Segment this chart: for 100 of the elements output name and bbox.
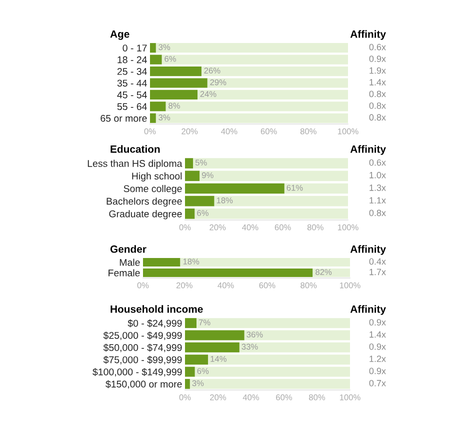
bar bbox=[185, 196, 214, 206]
x-tick-label: 0% bbox=[137, 282, 149, 288]
text: Affinity bbox=[350, 305, 386, 315]
data-label: 3% bbox=[158, 114, 170, 120]
y-tick-label: $150,000 or more bbox=[106, 380, 182, 389]
chart-title: Gender bbox=[110, 245, 146, 253]
bar bbox=[143, 258, 180, 267]
bar bbox=[185, 366, 195, 377]
x-tick-label: 80% bbox=[300, 282, 317, 288]
text: 1.9x bbox=[370, 67, 386, 74]
bar bbox=[185, 158, 194, 168]
bar bbox=[185, 378, 190, 389]
data-label: 6% bbox=[197, 368, 209, 374]
bar bbox=[180, 258, 350, 267]
bar bbox=[190, 378, 350, 389]
x-tick-label: 100% bbox=[338, 128, 358, 134]
bar bbox=[150, 66, 202, 76]
y-tick-label: Bachelors degree bbox=[106, 198, 182, 207]
x-tick-label: 20% bbox=[176, 282, 192, 288]
bar bbox=[194, 208, 348, 219]
bar bbox=[244, 330, 350, 340]
bar bbox=[185, 318, 197, 328]
y-tick-label: $50,000 - $74,999 bbox=[103, 344, 182, 352]
bar bbox=[185, 170, 200, 182]
text: 0.8x bbox=[369, 102, 386, 109]
text: Affinity bbox=[350, 30, 386, 40]
text: Affinity bbox=[350, 245, 386, 255]
y-tick-label: 0 - 17 bbox=[122, 44, 147, 52]
x-tick-label: 80% bbox=[300, 128, 316, 134]
chart-title: Age bbox=[110, 30, 130, 40]
text: 0.9x bbox=[369, 319, 386, 326]
bar bbox=[150, 78, 208, 88]
data-label: 3% bbox=[192, 380, 204, 386]
text: 0.6x bbox=[369, 44, 386, 50]
text: Affinity bbox=[350, 145, 386, 155]
data-label: 18% bbox=[183, 258, 200, 264]
x-tick-label: 40% bbox=[242, 224, 258, 230]
text: 1.1x bbox=[370, 197, 386, 204]
bar bbox=[196, 318, 350, 328]
x-tick-label: 0% bbox=[179, 394, 191, 400]
text: 0.9x bbox=[369, 368, 386, 374]
data-label: 3% bbox=[158, 44, 170, 50]
data-label: 36% bbox=[246, 332, 263, 338]
text: 0.7x bbox=[369, 380, 386, 386]
bar bbox=[185, 354, 208, 365]
chart-title: Education bbox=[110, 145, 160, 153]
bar bbox=[239, 342, 350, 352]
data-label: 14% bbox=[210, 356, 226, 362]
x-tick-label: 20% bbox=[210, 394, 226, 400]
data-label: 18% bbox=[216, 197, 233, 204]
x-tick-label: 80% bbox=[309, 394, 326, 400]
text: 1.4x bbox=[370, 331, 386, 338]
data-label: 33% bbox=[242, 344, 258, 350]
text: 1.4x bbox=[370, 79, 386, 86]
text: 0.6x bbox=[369, 159, 386, 166]
y-tick-label: $0 - $24,999 bbox=[128, 319, 182, 328]
x-tick-label: 20% bbox=[182, 128, 198, 134]
x-tick-label: 60% bbox=[276, 394, 292, 400]
bar bbox=[284, 183, 348, 194]
data-label: 6% bbox=[197, 210, 208, 216]
bar bbox=[150, 43, 156, 53]
bar bbox=[150, 54, 162, 64]
bar bbox=[156, 113, 348, 123]
x-tick-label: 100% bbox=[338, 224, 358, 230]
text: 0.8x bbox=[369, 114, 386, 121]
data-label: 26% bbox=[204, 68, 220, 74]
x-tick-label: 100% bbox=[340, 394, 360, 400]
data-label: 9% bbox=[202, 172, 214, 178]
data-label: 29% bbox=[210, 79, 226, 86]
text: 0.9x bbox=[369, 56, 386, 62]
data-label: 6% bbox=[164, 56, 176, 62]
x-tick-label: 60% bbox=[259, 282, 276, 288]
bar bbox=[162, 54, 348, 64]
text: 1.0x bbox=[370, 172, 386, 178]
x-tick-label: 80% bbox=[307, 224, 324, 230]
chart-title: Household income bbox=[110, 305, 203, 313]
y-tick-label: $25,000 - $49,999 bbox=[103, 332, 182, 340]
text: 0.9x bbox=[369, 343, 386, 350]
y-tick-label: Female bbox=[108, 269, 140, 276]
bar bbox=[156, 43, 348, 53]
x-tick-label: 0% bbox=[144, 128, 156, 134]
data-label: 82% bbox=[316, 269, 332, 275]
bar bbox=[200, 170, 348, 182]
bar bbox=[150, 90, 198, 100]
y-tick-label: 35 - 44 bbox=[117, 80, 147, 87]
x-tick-label: 40% bbox=[218, 282, 234, 288]
bar bbox=[185, 330, 244, 340]
y-tick-label: $75,000 - $99,999 bbox=[103, 356, 182, 364]
x-tick-label: 40% bbox=[242, 394, 260, 400]
data-label: 5% bbox=[195, 160, 207, 166]
x-tick-label: 100% bbox=[340, 282, 360, 288]
bar bbox=[201, 66, 348, 76]
bar bbox=[208, 354, 350, 365]
text: 0.8x bbox=[369, 90, 386, 98]
bar bbox=[193, 158, 348, 168]
x-tick-label: 0% bbox=[179, 224, 191, 230]
bar bbox=[185, 342, 240, 352]
text: 1.2x bbox=[370, 356, 386, 362]
text: 0.8x bbox=[369, 210, 386, 216]
y-tick-label: 55 - 64 bbox=[117, 103, 147, 110]
